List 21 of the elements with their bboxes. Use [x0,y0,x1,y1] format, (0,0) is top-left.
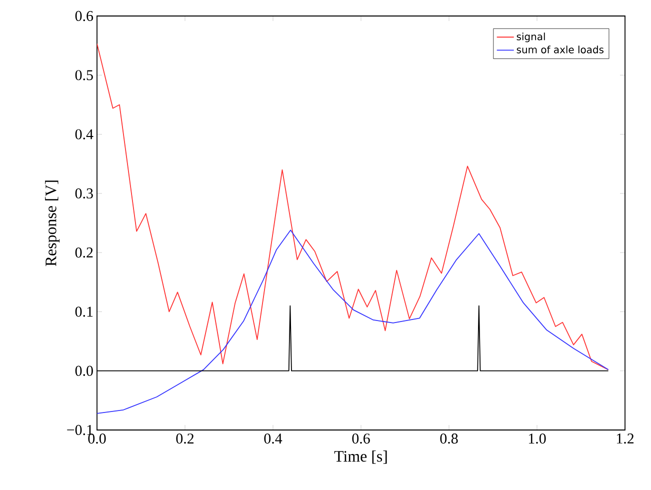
x-tick-label: 0.0 [88,434,106,444]
x-tick-label: 1.0 [528,434,546,444]
y-tick-label: −0.1 [67,424,93,436]
line-series [97,43,609,370]
legend-label: sum of axle loads [516,46,604,54]
x-tick-label: 1.2 [616,434,634,444]
y-tick-label: 0.0 [75,366,93,376]
legend-label: signal [516,32,545,42]
y-tick-label: 0.1 [75,306,93,317]
line-series [97,230,609,414]
y-tick-label: 0.4 [75,129,94,140]
y-tick-label: 0.2 [75,247,93,258]
y-tick-label: 0.5 [75,70,93,80]
y-tick-label: 0.3 [75,188,93,199]
x-tick-label: 0.8 [440,434,458,444]
x-tick-label: 0.6 [352,434,370,444]
y-axis-title: Response [V] [45,180,60,266]
x-axis-title: Time [s] [334,450,387,464]
y-tick-label: 0.6 [75,10,94,22]
x-tick-label: 0.4 [264,434,282,444]
x-tick-label: 0.2 [176,434,194,444]
